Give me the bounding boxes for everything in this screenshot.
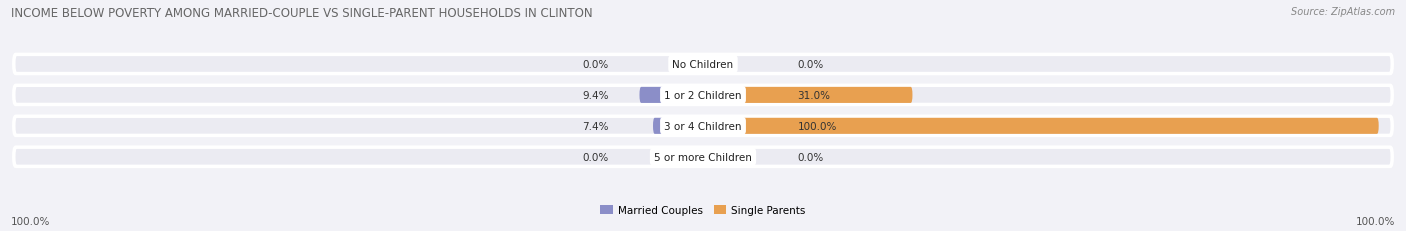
Text: 0.0%: 0.0%	[582, 60, 609, 70]
Text: Source: ZipAtlas.com: Source: ZipAtlas.com	[1291, 7, 1395, 17]
FancyBboxPatch shape	[14, 86, 1392, 105]
Text: 0.0%: 0.0%	[797, 60, 824, 70]
Text: 1 or 2 Children: 1 or 2 Children	[664, 91, 742, 100]
FancyBboxPatch shape	[683, 57, 703, 73]
Text: 3 or 4 Children: 3 or 4 Children	[664, 121, 742, 131]
Text: 100.0%: 100.0%	[1355, 216, 1395, 226]
Text: 5 or more Children: 5 or more Children	[654, 152, 752, 162]
FancyBboxPatch shape	[683, 149, 703, 165]
Text: 0.0%: 0.0%	[797, 152, 824, 162]
Text: 100.0%: 100.0%	[797, 121, 837, 131]
Legend: Married Couples, Single Parents: Married Couples, Single Parents	[596, 201, 810, 219]
FancyBboxPatch shape	[703, 118, 1379, 134]
Text: No Children: No Children	[672, 60, 734, 70]
Text: 9.4%: 9.4%	[582, 91, 609, 100]
FancyBboxPatch shape	[703, 57, 723, 73]
Text: 7.4%: 7.4%	[582, 121, 609, 131]
FancyBboxPatch shape	[14, 148, 1392, 167]
FancyBboxPatch shape	[14, 55, 1392, 74]
FancyBboxPatch shape	[640, 88, 703, 103]
FancyBboxPatch shape	[652, 118, 703, 134]
Text: 31.0%: 31.0%	[797, 91, 831, 100]
Text: 100.0%: 100.0%	[11, 216, 51, 226]
Text: 0.0%: 0.0%	[582, 152, 609, 162]
Text: INCOME BELOW POVERTY AMONG MARRIED-COUPLE VS SINGLE-PARENT HOUSEHOLDS IN CLINTON: INCOME BELOW POVERTY AMONG MARRIED-COUPL…	[11, 7, 593, 20]
FancyBboxPatch shape	[14, 117, 1392, 136]
FancyBboxPatch shape	[703, 149, 723, 165]
FancyBboxPatch shape	[703, 88, 912, 103]
